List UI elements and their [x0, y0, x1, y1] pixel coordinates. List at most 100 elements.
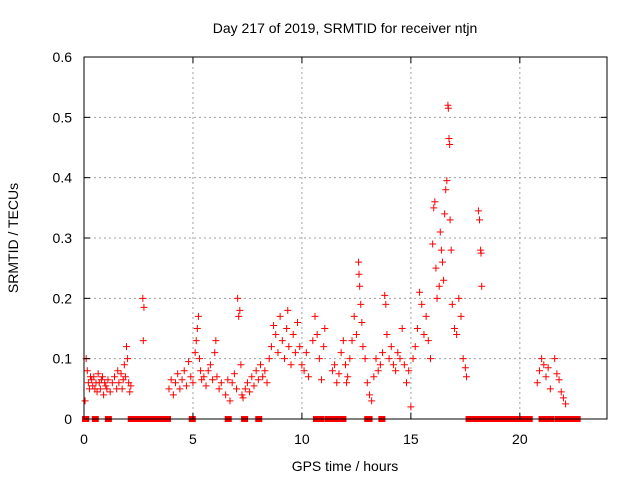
axis-ticks: 0 0.1 0.2 0.3 0.4 0.5 0.6 0 5 10 15 20 — [53, 49, 607, 447]
data-point — [237, 361, 245, 369]
data-point — [400, 361, 408, 369]
data-point — [298, 361, 306, 369]
data-point — [398, 325, 406, 332]
data-point — [440, 276, 448, 284]
data-point — [108, 379, 116, 387]
data-point — [114, 367, 122, 375]
data-point — [442, 186, 450, 194]
data-point — [420, 331, 428, 339]
data-point — [120, 361, 128, 369]
data-point — [111, 373, 119, 381]
data-point — [356, 282, 364, 290]
data-point — [300, 367, 308, 375]
y-tick-label: 0 — [64, 411, 72, 427]
data-point — [392, 367, 400, 375]
data-point — [453, 331, 461, 339]
data-point — [461, 364, 469, 372]
data-point — [94, 370, 102, 378]
data-point — [246, 388, 254, 396]
data-point — [202, 382, 210, 390]
data-point — [376, 361, 384, 369]
data-point — [254, 376, 262, 384]
data-point — [283, 325, 291, 332]
data-point — [339, 337, 347, 345]
data-point — [235, 312, 243, 320]
data-point — [431, 198, 439, 206]
data-point — [357, 300, 365, 308]
data-point — [167, 376, 175, 384]
data-point — [215, 385, 223, 393]
data-point — [195, 355, 203, 363]
y-tick-label: 0.5 — [53, 109, 73, 125]
data-point — [429, 240, 437, 248]
data-point — [462, 373, 470, 381]
data-point — [304, 373, 312, 381]
data-point — [289, 331, 297, 339]
data-point — [355, 270, 363, 278]
data-point — [257, 361, 265, 369]
x-tick-label: 0 — [80, 431, 88, 447]
x-tick-label: 15 — [403, 431, 419, 447]
data-point — [250, 382, 258, 390]
data-point — [90, 373, 98, 381]
data-point — [200, 373, 208, 381]
data-point — [374, 367, 382, 375]
x-tick-label: 20 — [512, 431, 528, 447]
data-point — [193, 325, 201, 332]
data-point — [226, 397, 234, 405]
data-point — [372, 355, 380, 363]
data-point — [104, 376, 112, 384]
data-point — [407, 403, 415, 411]
data-point — [477, 249, 485, 257]
data-point — [476, 216, 484, 224]
data-point — [241, 385, 249, 393]
data-point — [441, 210, 449, 218]
data-point — [446, 140, 454, 148]
data-points — [81, 101, 581, 422]
data-point — [252, 367, 260, 375]
y-tick-label: 0.4 — [53, 170, 73, 186]
data-point — [178, 376, 186, 384]
data-point — [139, 337, 147, 345]
data-point — [418, 300, 426, 308]
data-point — [272, 331, 280, 339]
data-point — [213, 373, 221, 381]
data-point — [344, 373, 352, 381]
x-tick-label: 5 — [189, 431, 197, 447]
data-point — [172, 379, 180, 387]
data-point — [274, 349, 282, 357]
data-point — [385, 355, 393, 363]
data-point — [333, 379, 341, 387]
data-point — [443, 177, 451, 185]
data-point — [248, 373, 256, 381]
data-point — [117, 370, 125, 378]
data-point — [139, 294, 147, 302]
data-point — [343, 379, 351, 387]
data-point — [238, 391, 246, 399]
data-point — [403, 379, 411, 387]
data-point — [102, 382, 110, 390]
data-point — [270, 321, 278, 329]
data-point — [224, 376, 232, 384]
data-point — [185, 358, 193, 366]
data-point — [261, 367, 269, 375]
data-point — [335, 370, 343, 378]
data-point — [287, 361, 295, 369]
data-point — [546, 385, 554, 393]
data-point — [459, 355, 467, 363]
data-point — [535, 367, 543, 375]
data-point — [315, 355, 323, 363]
data-point — [444, 104, 452, 112]
data-point — [533, 379, 541, 387]
data-point — [382, 300, 390, 308]
data-point — [217, 379, 225, 387]
data-point — [211, 349, 219, 357]
data-point — [197, 367, 205, 375]
data-point — [318, 376, 326, 384]
data-point — [365, 391, 373, 399]
data-point — [346, 355, 354, 363]
data-point — [478, 282, 486, 290]
data-point — [361, 355, 369, 363]
data-point — [405, 367, 413, 375]
